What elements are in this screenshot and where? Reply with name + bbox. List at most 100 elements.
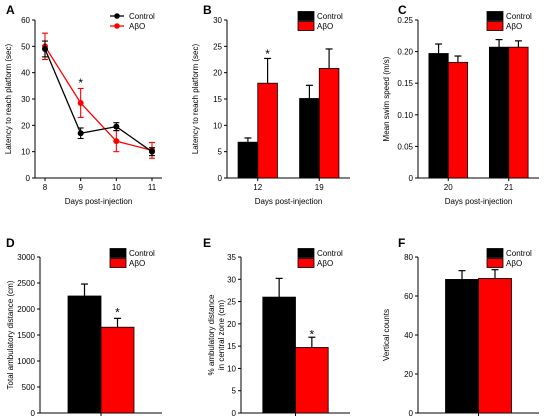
panel-a-series-line-control: [44, 48, 153, 153]
panel-b-legend-swatch: [297, 11, 315, 21]
panel-d-y-axis-label: Total ambulatory distance (cm): [6, 280, 15, 389]
panel-a-xtick-label: 9: [78, 183, 83, 192]
panel-e-ytick-label: 25: [227, 298, 236, 307]
panel-e-annotation: *: [310, 328, 315, 342]
panel-b: B 0 5 10 15 20 25 30 Latency to reach platform (…: [191, 3, 350, 206]
panel-f-bar-abo: [478, 278, 512, 414]
panel-b-letter: B: [203, 3, 212, 17]
panel-e-letter: E: [203, 236, 211, 250]
panel-e-legend-label: Control: [317, 249, 343, 258]
panel-c-letter: C: [398, 3, 407, 17]
panel-a-xtick-label: 8: [43, 183, 48, 192]
panel-f-y-axis-label: Vertical counts: [382, 309, 391, 361]
panel-c-bar-control: [488, 46, 510, 179]
panel-f-letter: F: [398, 236, 405, 250]
panel-a-data-point: [149, 148, 155, 155]
panel-e-y-axis-label: in central zone (cm): [217, 300, 226, 371]
panel-d-legend-label: Control: [129, 249, 155, 258]
panel-b-xtick-label: 19: [315, 183, 324, 192]
panel-a-series-line-abo: [44, 45, 153, 151]
panel-b-ytick-label: 5: [218, 148, 223, 157]
panel-d-ytick-label: 1000: [17, 357, 35, 366]
panel-a-y-axis-label: Latency to reach platform (sec): [4, 44, 13, 155]
panel-e-ytick-label: 15: [227, 342, 236, 351]
panel-c-bar-abo: [447, 61, 469, 179]
panel-b-ytick-label: 20: [213, 69, 222, 78]
panel-e-bar-abo: [295, 347, 329, 414]
panel-e-ytick-label: 5: [232, 387, 237, 396]
panel-a-legend-label: Control: [129, 12, 155, 21]
panel-a-legend-label: AβO: [129, 22, 145, 31]
panel-d-ytick-label: 1500: [17, 331, 35, 340]
panel-b-x-axis-label: Days post-injection: [255, 197, 323, 206]
panel-c-xtick-label: 20: [444, 183, 453, 192]
panel-c-ytick-label: 0.10: [397, 111, 413, 120]
panel-a-legend-marker: [114, 23, 120, 29]
panel-a-ytick-label: 40: [21, 69, 30, 78]
panel-b-ytick-label: 0: [218, 174, 223, 183]
panel-e-ytick-label: 0: [232, 409, 237, 418]
panel-c-y-axis-label: Mean swim speed (m/s): [382, 56, 391, 141]
panel-c-x-axis-label: Days post-injection: [445, 197, 513, 206]
panel-c-ytick-label: 0: [409, 174, 414, 183]
panel-d-ytick-label: 0: [31, 409, 36, 418]
panel-a-ytick-label: 50: [21, 42, 30, 51]
panel-b-xtick-label: 12: [253, 183, 262, 192]
panel-b-legend-label: AβO: [317, 22, 333, 31]
panel-c: C 0 0.05 0.10 0.15 0.20 0.25 Mean swim speed (m…: [382, 3, 539, 206]
panel-f-legend-swatch: [486, 258, 504, 268]
panel-e-y-axis-label: % ambulatory distance: [207, 294, 216, 375]
panel-a-data-point: [113, 138, 120, 145]
panel-a-xtick-label: 11: [148, 183, 157, 192]
panel-d: D 0 500 1000 1500 2000 2500 3000 Total ambulator…: [6, 236, 162, 418]
panel-b-ytick-label: 30: [213, 16, 222, 25]
panel-c-ytick-label: 0.15: [397, 79, 413, 88]
panel-a: A 0 10 20 30 40 50 60 Latency to reach platform …: [4, 3, 162, 206]
panel-e-legend-swatch: [297, 258, 315, 268]
panel-c-xtick-label: 21: [504, 183, 513, 192]
panel-e-ytick-label: 10: [227, 364, 236, 373]
panel-d-ytick-label: 3000: [17, 253, 35, 262]
panel-a-data-point: [113, 123, 120, 130]
panel-e-legend-label: AβO: [317, 259, 333, 268]
panel-a-ytick-label: 0: [26, 174, 31, 183]
panel-a-letter: A: [6, 3, 15, 17]
panel-b-annotation: *: [265, 47, 270, 61]
panel-b-y-axis-label: Latency to reach platform (sec): [191, 44, 200, 155]
panel-d-ytick-label: 2000: [17, 305, 35, 314]
panel-b-ytick-label: 15: [213, 95, 222, 104]
panel-b-ytick-label: 10: [213, 121, 222, 130]
panel-f-ytick-label: 20: [404, 370, 413, 379]
panel-c-bar-control: [428, 53, 449, 179]
panel-d-legend-swatch: [109, 248, 127, 258]
panel-f-ytick-label: 60: [404, 292, 413, 301]
panel-e-ytick-label: 30: [227, 275, 236, 284]
panel-e: E 0 5 10 15 20 25 30 35 % ambulatory distance in c…: [203, 236, 350, 418]
panel-e-bar-control: [262, 296, 296, 414]
panel-a-data-point: [42, 45, 48, 52]
panel-a-ytick-label: 20: [21, 121, 30, 130]
panel-e-ytick-label: 20: [227, 320, 236, 329]
panel-f-ytick-label: 0: [409, 409, 414, 418]
panel-e-ytick-label: 35: [227, 253, 236, 262]
panel-d-letter: D: [6, 236, 15, 250]
panel-c-legend-swatch: [486, 21, 504, 31]
panel-a-ytick-label: 10: [21, 148, 30, 157]
panel-d-annotation: *: [115, 306, 120, 320]
panel-d-bar-abo: [100, 326, 135, 414]
panel-d-ytick-label: 2500: [17, 279, 35, 288]
panel-c-bar-abo: [508, 46, 529, 179]
panel-f-ytick-label: 40: [404, 331, 413, 340]
panel-c-ytick-label: 0.05: [397, 142, 413, 151]
panel-b-bar-control: [299, 98, 320, 179]
panel-a-data-point: [77, 130, 84, 137]
panel-a-legend-marker: [114, 13, 120, 19]
panel-b-bar-control: [237, 141, 259, 179]
panel-f-ytick-label: 80: [404, 253, 413, 262]
panel-a-data-point: [77, 99, 84, 106]
panel-c-legend-swatch: [486, 11, 504, 21]
panel-a-annotation: *: [78, 76, 83, 90]
panel-c-ytick-label: 0.20: [397, 48, 413, 57]
